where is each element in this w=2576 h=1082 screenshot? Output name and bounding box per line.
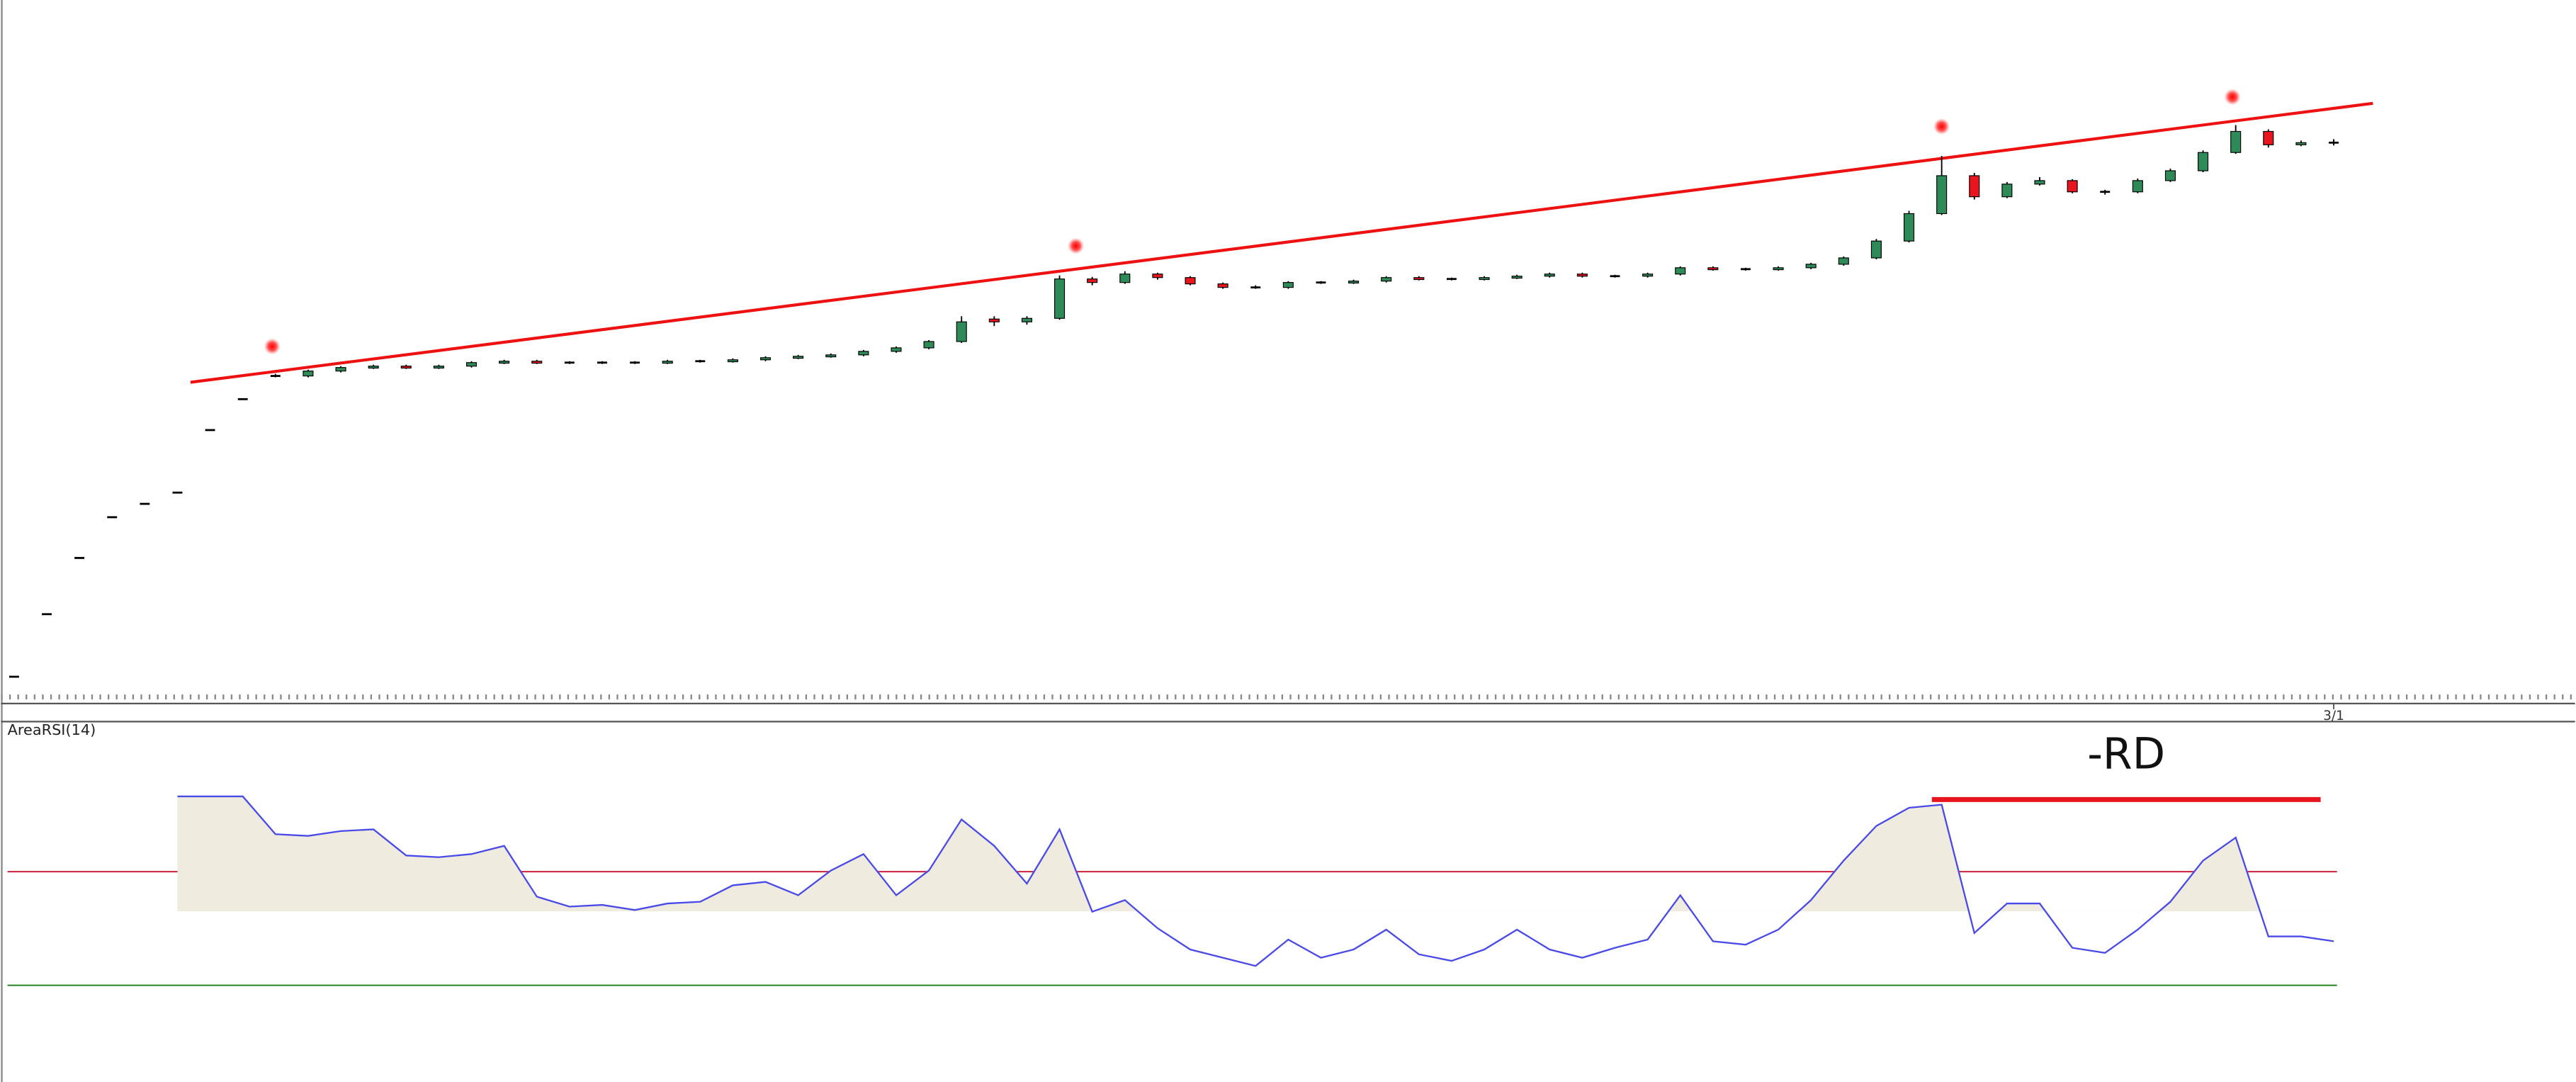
- candle-body: [825, 354, 837, 358]
- candle-body: [662, 361, 673, 364]
- candle-body: [237, 398, 248, 400]
- candle-body: [564, 361, 575, 364]
- candle-body: [1642, 274, 1654, 277]
- candle-body: [1805, 264, 1817, 269]
- x-tick-label: 3/1: [2323, 709, 2344, 723]
- candle-body: [335, 367, 346, 372]
- candle-body: [140, 502, 150, 505]
- candle-body: [74, 557, 85, 559]
- candle-body: [1054, 278, 1066, 319]
- candle-body: [368, 366, 379, 369]
- candle-body: [2034, 180, 2045, 185]
- candle-body: [1544, 274, 1555, 277]
- candle-body: [597, 361, 607, 364]
- candle-body: [793, 356, 804, 359]
- candle-body: [1119, 274, 1131, 283]
- candle-body: [1021, 317, 1032, 322]
- candle-body: [923, 341, 934, 349]
- trendline: [190, 101, 2373, 384]
- candle-body: [9, 675, 19, 678]
- candle-body: [695, 360, 706, 363]
- candle-body: [2132, 180, 2143, 193]
- candle-body: [1936, 175, 1948, 215]
- candle-body: [1381, 277, 1392, 282]
- candle-body: [1250, 286, 1261, 289]
- candle-body: [956, 321, 967, 342]
- candle-body: [270, 375, 281, 377]
- candle-body: [1511, 276, 1523, 279]
- candle-body: [1707, 267, 1719, 271]
- rsi-area: [177, 796, 2334, 912]
- candle-body: [1741, 268, 1751, 271]
- candle-body: [2295, 142, 2307, 145]
- candle-body: [858, 351, 869, 356]
- candle-body: [1675, 267, 1686, 275]
- candle-body: [531, 361, 543, 364]
- candle-body: [2230, 130, 2242, 153]
- candle-body: [303, 371, 314, 377]
- candle-body: [1969, 175, 1980, 198]
- candle-body: [1185, 277, 1196, 285]
- candle-body: [1348, 281, 1360, 284]
- candle-body: [172, 491, 183, 494]
- candle-body: [1087, 278, 1098, 283]
- candle-body: [2001, 184, 2013, 198]
- marker: [2224, 89, 2241, 106]
- candle-body: [205, 429, 215, 432]
- candle-body: [1610, 275, 1620, 278]
- candle-body: [42, 613, 52, 616]
- divergence-label: -RD: [2087, 730, 2165, 779]
- candle-body: [2329, 141, 2339, 144]
- candle-body: [1217, 283, 1228, 288]
- candle-body: [2164, 170, 2176, 181]
- marker: [264, 338, 281, 355]
- indicator-title: AreaRSI(14): [8, 721, 96, 738]
- candle-body: [1870, 240, 1882, 259]
- marker: [1933, 118, 1950, 135]
- candle-body: [988, 318, 1000, 322]
- candle-body: [2263, 130, 2274, 145]
- candle-body: [1773, 267, 1784, 271]
- candle-body: [1446, 278, 1457, 281]
- candle-body: [1838, 257, 1849, 265]
- candle-body: [499, 361, 510, 364]
- candle-body: [2198, 152, 2209, 171]
- candle-body: [400, 366, 412, 369]
- candle-body: [891, 347, 902, 352]
- candle-body: [433, 366, 444, 369]
- candle-body: [1479, 277, 1490, 281]
- candle-body: [1282, 282, 1294, 288]
- candle-body: [727, 359, 738, 363]
- candle-body: [1576, 274, 1588, 277]
- candle-body: [1904, 213, 1915, 242]
- candle-body: [1152, 274, 1163, 278]
- candle-body: [2100, 191, 2111, 193]
- candle-body: [1413, 277, 1425, 281]
- candle-body: [1316, 281, 1326, 284]
- candle-body: [759, 357, 772, 361]
- candle-body: [630, 361, 640, 364]
- marker: [1068, 237, 1085, 254]
- rsi-line: [177, 795, 2334, 967]
- candle-body: [465, 362, 478, 367]
- candle-body: [107, 516, 118, 519]
- candle-body: [2067, 180, 2078, 193]
